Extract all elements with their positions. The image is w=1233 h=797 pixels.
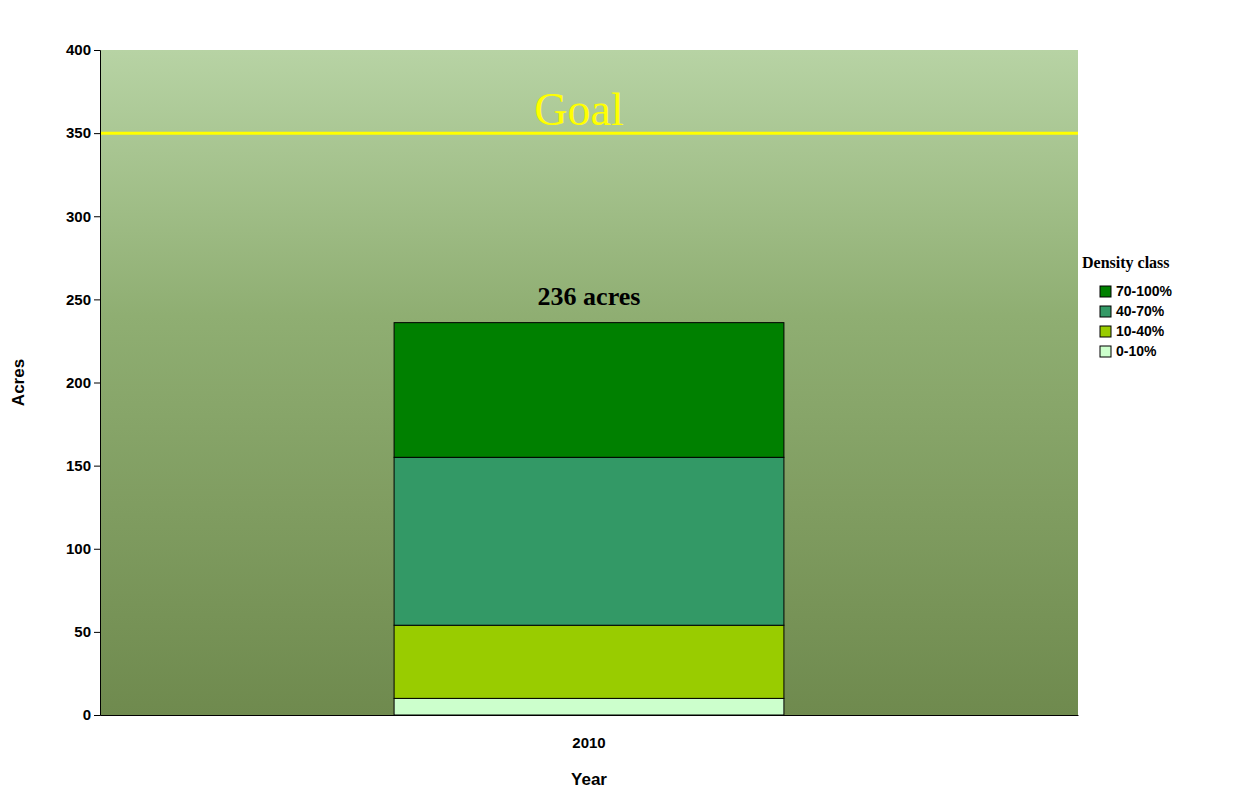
y-tick: 200 bbox=[66, 374, 100, 391]
y-tick: 0 bbox=[83, 706, 100, 723]
legend-label: 40-70% bbox=[1116, 303, 1165, 319]
y-tick: 300 bbox=[66, 208, 100, 225]
legend-swatch bbox=[1100, 306, 1111, 317]
y-tick-mark bbox=[94, 299, 100, 300]
x-axis-title: Year bbox=[571, 770, 607, 789]
x-axis: 2010 bbox=[101, 715, 1079, 751]
y-tick: 150 bbox=[66, 457, 100, 474]
y-tick-label: 100 bbox=[66, 540, 91, 557]
y-tick: 400 bbox=[66, 41, 100, 58]
bar-segment bbox=[394, 323, 784, 458]
y-axis: 0 50 100 150 200 250 300 350 400 bbox=[66, 41, 101, 723]
legend-swatch bbox=[1100, 286, 1111, 297]
y-tick-mark bbox=[94, 632, 100, 633]
legend-label: 10-40% bbox=[1116, 323, 1165, 339]
y-tick: 350 bbox=[66, 124, 100, 141]
y-tick-label: 300 bbox=[66, 208, 91, 225]
y-tick-label: 350 bbox=[66, 124, 91, 141]
chart: Goal 236 acres 0 50 100 150 200 250 300 350 400 201… bbox=[0, 0, 1233, 797]
y-tick-mark bbox=[94, 216, 100, 217]
plot-background bbox=[100, 50, 1078, 715]
x-tick-label: 2010 bbox=[572, 734, 605, 751]
y-tick-mark bbox=[94, 383, 100, 384]
legend-swatch bbox=[1100, 346, 1111, 357]
y-tick-mark bbox=[94, 133, 100, 134]
legend-title: Density class bbox=[1082, 254, 1170, 272]
legend: Density class 70-100% 40-70% 10-40% 0-10% bbox=[1082, 254, 1173, 359]
y-tick-label: 150 bbox=[66, 457, 91, 474]
y-tick-label: 0 bbox=[83, 706, 91, 723]
bar-segment bbox=[394, 457, 784, 625]
y-tick-label: 250 bbox=[66, 291, 91, 308]
y-tick: 100 bbox=[66, 540, 100, 557]
plot: Goal 236 acres 0 50 100 150 200 250 300 350 400 201… bbox=[66, 41, 1079, 750]
y-tick-label: 400 bbox=[66, 41, 91, 58]
y-tick: 50 bbox=[74, 623, 100, 640]
legend-swatch bbox=[1100, 326, 1111, 337]
marks bbox=[100, 133, 1078, 715]
y-axis-title: Acres bbox=[9, 359, 28, 406]
bar-segment bbox=[394, 698, 784, 715]
legend-label: 70-100% bbox=[1116, 283, 1173, 299]
y-tick-mark bbox=[94, 549, 100, 550]
y-axis-line bbox=[94, 51, 101, 716]
x-axis-line bbox=[101, 715, 1079, 716]
y-tick-mark bbox=[94, 715, 100, 716]
total-annotation: 236 acres bbox=[538, 282, 641, 311]
legend-label: 0-10% bbox=[1116, 343, 1157, 359]
goal-label: Goal bbox=[534, 84, 623, 135]
y-tick-label: 50 bbox=[74, 623, 91, 640]
bar-segment bbox=[394, 625, 784, 698]
y-tick-mark bbox=[94, 50, 100, 51]
x-tick: 2010 bbox=[572, 715, 605, 751]
y-tick-mark bbox=[94, 466, 100, 467]
y-tick-label: 200 bbox=[66, 374, 91, 391]
y-tick: 250 bbox=[66, 291, 100, 308]
